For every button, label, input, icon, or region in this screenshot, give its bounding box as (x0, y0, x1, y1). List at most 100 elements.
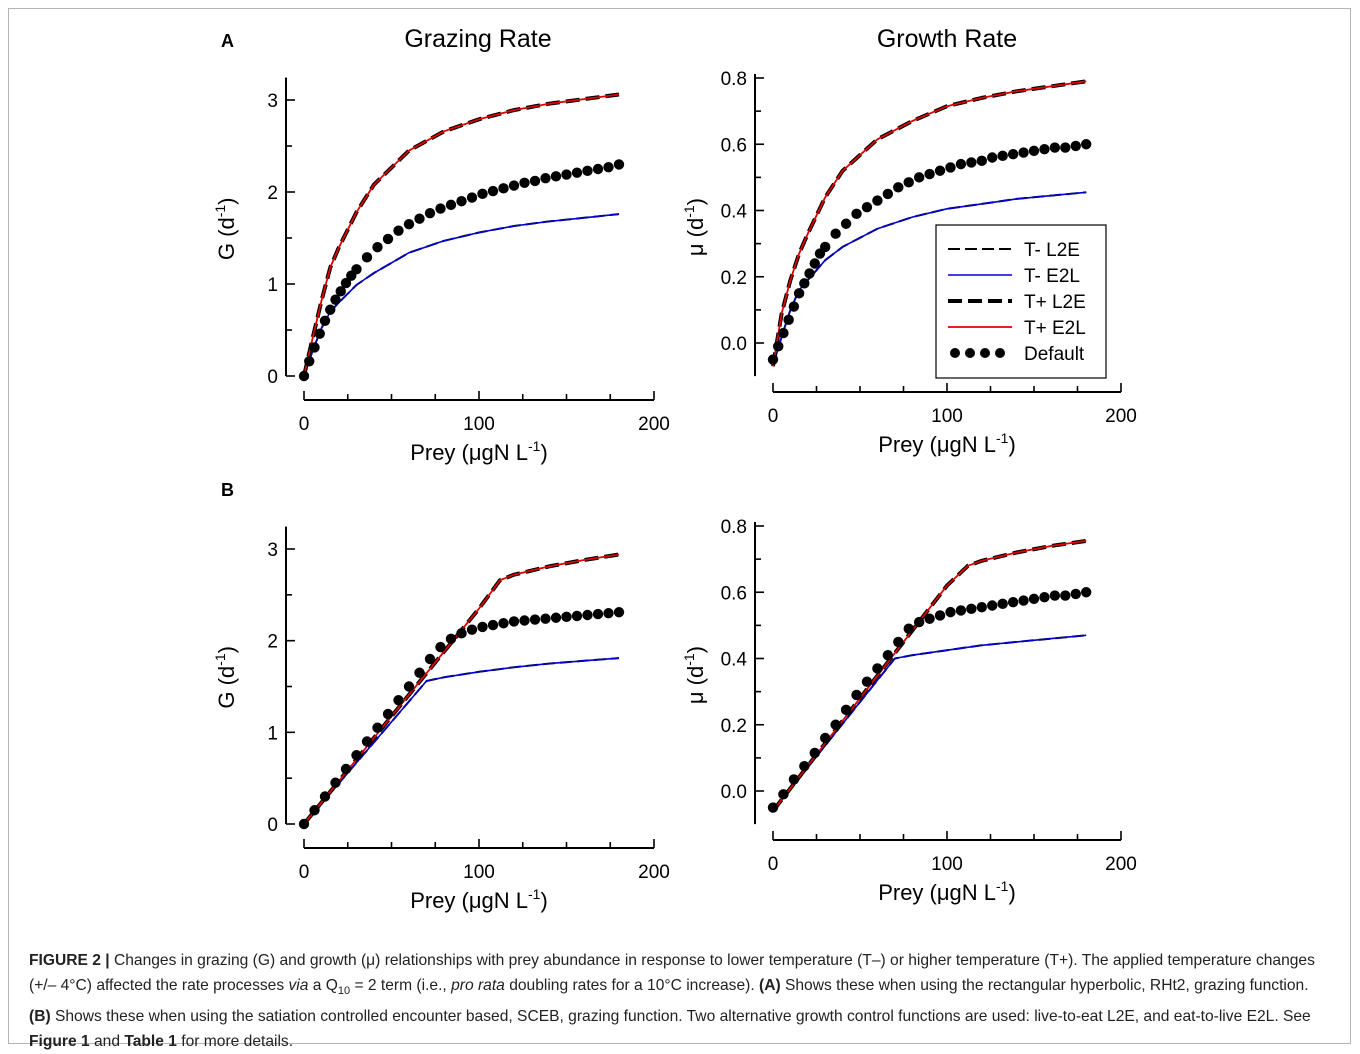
default-point (487, 185, 499, 197)
series-default (767, 587, 1092, 813)
default-point (804, 268, 815, 279)
default-point (778, 327, 789, 339)
default-point (955, 605, 967, 616)
y-tick-label: 1 (267, 275, 278, 296)
y-axis-label: μ (d-1) (681, 198, 708, 256)
default-point (550, 612, 562, 623)
caption-q10-sub: 10 (337, 985, 351, 998)
y-tick-label: 0.8 (721, 517, 747, 538)
default-point (529, 175, 541, 187)
x-axis-label-end: ) (1008, 432, 1015, 457)
default-point (924, 168, 935, 180)
x-axis-label: Prey (μgN L-1) (410, 886, 548, 913)
y-tick-label: 0.4 (721, 650, 748, 671)
caption-text-1: Changes in grazing (G) and growth (μ) re… (29, 952, 1315, 994)
default-point (1081, 139, 1092, 150)
legend-dot (995, 348, 1005, 358)
default-point (314, 328, 325, 339)
default-point (435, 641, 446, 653)
default-point (1049, 590, 1061, 601)
legend-label-t-l2e: T- L2E (1024, 240, 1080, 261)
y-tick-label: 0.8 (721, 69, 747, 90)
default-point (913, 616, 925, 628)
default-point (861, 201, 873, 213)
default-point (945, 606, 956, 618)
default-point (934, 610, 946, 621)
default-point (1018, 147, 1029, 158)
legend-label-t-l2e: T+ L2E (1024, 292, 1086, 313)
default-point (403, 219, 415, 230)
default-point (820, 732, 831, 744)
y-tick-label: 0.2 (721, 268, 747, 289)
default-point (987, 600, 998, 611)
caption-text-7: and (89, 1033, 125, 1051)
default-point (592, 608, 604, 620)
default-point (414, 667, 425, 678)
default-point (861, 676, 873, 687)
y-axis-label: μ (d-1) (681, 646, 708, 704)
x-axis-label-main: Prey (μgN L (878, 880, 996, 905)
y-tick-label: 0.0 (721, 334, 747, 355)
caption-text-8: for more details. (176, 1033, 294, 1051)
series-t-e2l (303, 93, 620, 377)
default-point (477, 621, 488, 633)
default-point (1060, 142, 1071, 153)
default-point (466, 624, 478, 635)
default-point (851, 689, 862, 701)
x-tick-label: 0 (768, 406, 779, 427)
default-point (799, 760, 810, 772)
caption-table-1-link[interactable]: Table 1 (124, 1033, 177, 1051)
default-point (508, 180, 520, 191)
default-point (966, 603, 977, 615)
default-point (550, 171, 562, 182)
default-point (582, 609, 593, 621)
default-point (424, 653, 436, 665)
default-point (403, 681, 415, 692)
x-tick-label: 0 (299, 862, 310, 883)
default-point (540, 173, 551, 184)
series-default (298, 607, 625, 830)
x-tick-label: 0 (299, 414, 310, 435)
default-point (351, 264, 362, 275)
default-point (613, 607, 625, 618)
y-axis-label: G (d-1) (212, 646, 239, 709)
default-point (298, 370, 310, 382)
default-point (382, 233, 394, 245)
default-point (435, 203, 446, 214)
default-point (372, 242, 383, 253)
default-point (840, 218, 852, 229)
default-point (773, 341, 784, 352)
y-tick-label: 3 (267, 540, 278, 561)
caption-figure-1-link[interactable]: Figure 1 (29, 1033, 90, 1051)
default-point (945, 162, 956, 173)
default-point (487, 619, 499, 631)
series-t-l2e (771, 538, 1087, 813)
y-axis-label-end: ) (214, 198, 239, 205)
legend-dot (950, 348, 960, 358)
caption-text-2: a Q (308, 977, 338, 994)
series-default (298, 159, 625, 382)
default-point (571, 167, 583, 178)
default-point (477, 188, 488, 200)
default-point (793, 288, 805, 299)
default-point (1007, 596, 1019, 608)
default-point (519, 177, 530, 188)
default-point (830, 719, 841, 730)
series-t-e2l (772, 540, 1087, 812)
series-t-l2e (772, 634, 1087, 812)
default-point (1039, 144, 1050, 155)
default-point (445, 633, 457, 645)
default-point (788, 774, 800, 785)
y-axis-label-end: ) (214, 646, 239, 653)
default-point (955, 158, 967, 170)
default-point (561, 611, 572, 623)
default-point (924, 613, 935, 624)
default-point (767, 802, 779, 813)
default-point (840, 704, 852, 716)
default-point (882, 188, 894, 200)
caption-text-4: doubling rates for a 10°C increase). (504, 977, 759, 994)
y-tick-label: 0.0 (721, 782, 747, 803)
default-point (1039, 592, 1050, 603)
